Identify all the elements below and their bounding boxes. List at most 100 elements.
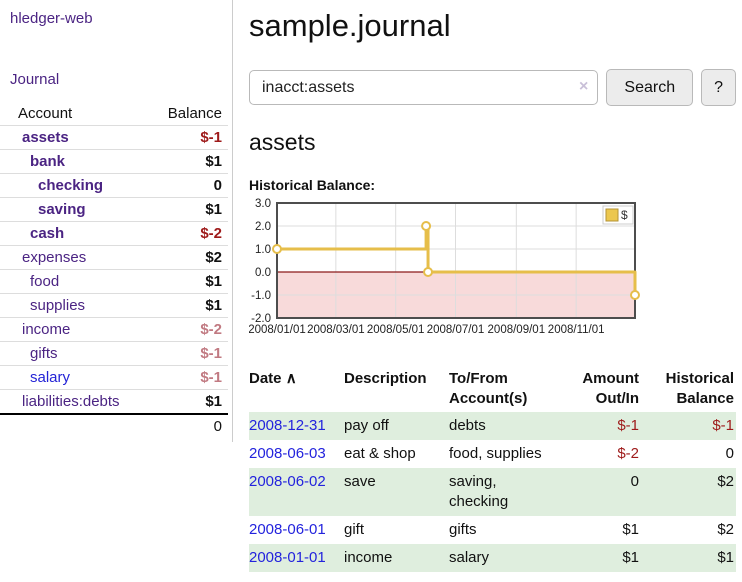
- sidebar-item-journal[interactable]: Journal: [10, 71, 60, 88]
- transaction-accounts: salary: [449, 549, 490, 566]
- transaction-description: save: [344, 473, 376, 490]
- x-tick-label: 2008/07/01: [427, 324, 485, 336]
- y-tick-label: 0.0: [255, 267, 271, 279]
- account-balance: $1: [151, 389, 228, 414]
- transaction-description: gift: [344, 521, 365, 538]
- account-row: salary $-1: [0, 365, 228, 390]
- sidebar-account-salary[interactable]: salary: [30, 369, 71, 386]
- help-button[interactable]: ?: [701, 69, 736, 106]
- account-balance: $1: [151, 197, 228, 222]
- register-row: 2008-06-02 save saving, checking 0 $2: [249, 468, 736, 516]
- transaction-amount: 0: [630, 473, 639, 490]
- register-row: 2008-01-01 income salary $1 $1: [249, 544, 736, 572]
- sidebar-account-gifts[interactable]: gifts: [30, 345, 58, 362]
- historical-balance-chart: 3.0 2.0 1.0 0.0 -1.0 -2.0 2008/01/01 2008/03/01…: [248, 197, 736, 346]
- transaction-balance: $-1: [712, 417, 734, 434]
- sidebar-account-checking[interactable]: checking: [38, 177, 104, 194]
- sidebar-account-saving[interactable]: saving: [38, 201, 86, 218]
- transaction-description: eat & shop: [344, 445, 416, 462]
- account-balance: $-1: [151, 341, 228, 366]
- transaction-date-link[interactable]: 2008-12-31: [249, 417, 326, 434]
- register-header-row: Date ∧ Description To/From Account(s) Am…: [249, 366, 736, 412]
- search-box: ×: [249, 70, 599, 105]
- transaction-amount: $1: [622, 549, 639, 566]
- transaction-accounts: gifts: [449, 521, 477, 538]
- clear-search-icon[interactable]: ×: [579, 78, 589, 95]
- x-tick-label: 2008/09/01: [488, 324, 546, 336]
- accounts-total-spacer: [0, 413, 152, 438]
- transaction-date-link[interactable]: 2008-01-01: [249, 549, 326, 566]
- y-tick-label: 3.0: [255, 198, 271, 210]
- account-balance: $1: [151, 149, 228, 174]
- register-row: 2008-06-03 eat & shop food, supplies $-2 0: [249, 440, 736, 468]
- app-brand-link[interactable]: hledger-web: [10, 10, 93, 27]
- account-row: assets $-1: [0, 125, 228, 150]
- search-button[interactable]: Search: [606, 69, 694, 106]
- register-header-date-label: Date: [249, 370, 282, 387]
- register-header-balance: Historical Balance: [665, 370, 734, 407]
- page-title: sample.journal: [249, 8, 451, 43]
- transaction-date-link[interactable]: 2008-06-03: [249, 445, 326, 462]
- chart-frame: [276, 202, 636, 319]
- sidebar-account-assets[interactable]: assets: [22, 129, 69, 146]
- sidebar-account-supplies[interactable]: supplies: [30, 297, 86, 314]
- transaction-balance: $1: [717, 549, 734, 566]
- x-tick-label: 2008/05/01: [367, 324, 425, 336]
- sidebar: hledger-web Journal Account Balance asse…: [0, 0, 233, 442]
- account-row: liabilities:debts $1: [0, 389, 228, 414]
- transaction-accounts: debts: [449, 417, 486, 434]
- sidebar-account-liabilities-debts[interactable]: liabilities:debts: [22, 393, 120, 410]
- register-row: 2008-06-01 gift gifts $1 $2: [249, 516, 736, 544]
- transaction-date-link[interactable]: 2008-06-02: [249, 473, 326, 490]
- accounts-table: Account Balance assets $-1 bank $1 checking 0…: [0, 102, 228, 438]
- account-balance: $-1: [151, 365, 228, 390]
- account-row: bank $1: [0, 149, 228, 174]
- account-balance: $-1: [151, 125, 228, 150]
- data-point-marker: [272, 244, 282, 254]
- transaction-balance: $2: [717, 521, 734, 538]
- y-tick-label: -2.0: [251, 313, 271, 325]
- account-balance: $1: [151, 269, 228, 294]
- register-header-amount: Amount Out/In: [582, 370, 639, 407]
- x-tick-label: 2008/01/01: [249, 324, 306, 336]
- sidebar-account-food[interactable]: food: [30, 273, 60, 290]
- data-point-marker: [630, 290, 640, 300]
- data-point-marker: [423, 267, 434, 277]
- account-balance: $1: [151, 293, 228, 318]
- register-row: 2008-12-31 pay off debts $-1 $-1: [249, 412, 736, 440]
- account-balance: $-2: [151, 221, 228, 246]
- account-balance: $2: [151, 245, 228, 270]
- search-form: × Search ?: [249, 69, 736, 106]
- y-tick-label: 1.0: [255, 244, 271, 256]
- transaction-description: pay off: [344, 417, 389, 434]
- sidebar-account-bank[interactable]: bank: [30, 153, 66, 170]
- main-content: sample.journal × Search ? assets Histori…: [248, 0, 736, 572]
- account-row: income $-2: [0, 317, 228, 342]
- account-row: cash $-2: [0, 221, 228, 246]
- y-tick-label: 2.0: [255, 221, 271, 233]
- y-tick-label: -1.0: [251, 290, 271, 302]
- legend-swatch: [605, 208, 619, 222]
- x-tick-label: 2008/03/01: [307, 324, 365, 336]
- transaction-amount: $-1: [617, 417, 639, 434]
- register-header-description: Description: [344, 370, 427, 387]
- accounts-total-row: 0: [0, 413, 228, 438]
- account-balance: $-2: [151, 317, 228, 342]
- chart-label: Historical Balance:: [249, 177, 376, 193]
- transaction-accounts: saving, checking: [449, 473, 509, 510]
- transaction-date-link[interactable]: 2008-06-01: [249, 521, 326, 538]
- register-header-accounts: To/From Account(s): [449, 370, 528, 407]
- transaction-balance: 0: [725, 445, 734, 462]
- sidebar-account-income[interactable]: income: [22, 321, 71, 338]
- x-tick-label: 2008/11/01: [548, 324, 605, 336]
- sidebar-account-cash[interactable]: cash: [30, 225, 65, 242]
- accounts-total-value: 0: [151, 413, 228, 438]
- sort-ascending-icon: ∧: [285, 370, 297, 387]
- transaction-balance: $2: [717, 473, 734, 490]
- accounts-header-account: Account: [18, 105, 73, 122]
- register-header-date[interactable]: Date ∧: [249, 366, 344, 412]
- account-row: gifts $-1: [0, 341, 228, 366]
- search-input[interactable]: [249, 70, 599, 105]
- sidebar-account-expenses[interactable]: expenses: [22, 249, 87, 266]
